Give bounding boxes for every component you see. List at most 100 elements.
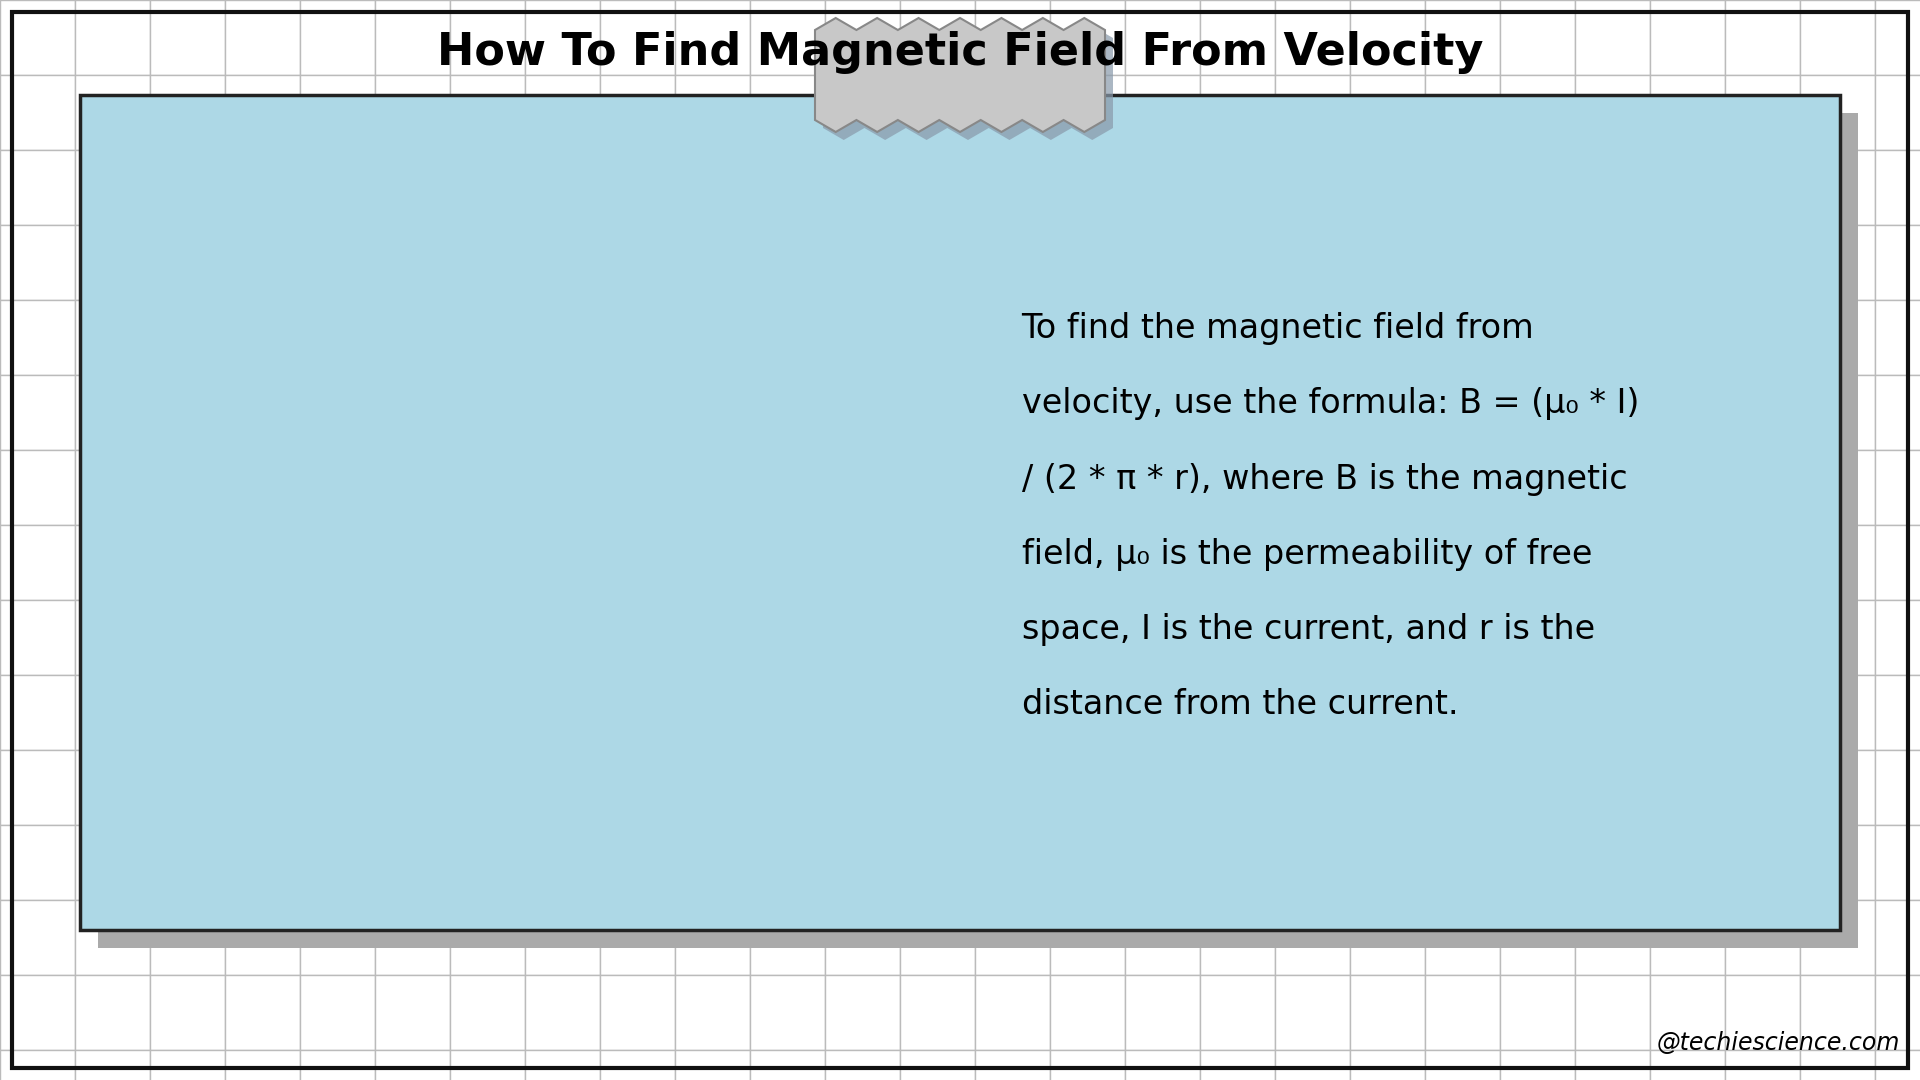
Bar: [1050, 525, 1125, 600]
Bar: [524, 375, 599, 450]
Text: field, μ₀ is the permeability of free: field, μ₀ is the permeability of free: [1021, 538, 1592, 570]
Bar: [1125, 0, 1200, 75]
Bar: [1425, 750, 1500, 825]
Bar: [524, 0, 599, 75]
Bar: [1500, 825, 1574, 900]
Bar: [1200, 450, 1275, 525]
Bar: [150, 375, 225, 450]
Bar: [826, 450, 900, 525]
Bar: [1500, 900, 1574, 975]
Bar: [1876, 150, 1920, 225]
Polygon shape: [814, 18, 1106, 132]
Bar: [75, 225, 150, 300]
Bar: [374, 675, 449, 750]
Bar: [1350, 450, 1425, 525]
Text: distance from the current.: distance from the current.: [1021, 688, 1457, 721]
Bar: [1801, 975, 1876, 1050]
Bar: [676, 75, 751, 150]
Bar: [1500, 975, 1574, 1050]
Bar: [1801, 600, 1876, 675]
Bar: [1500, 375, 1574, 450]
Bar: [900, 225, 975, 300]
Bar: [81, 95, 1839, 930]
Bar: [300, 900, 374, 975]
Bar: [1050, 150, 1125, 225]
Bar: [374, 975, 449, 1050]
Bar: [1200, 375, 1275, 450]
Bar: [0, 225, 75, 300]
Bar: [150, 1050, 225, 1080]
Bar: [1876, 75, 1920, 150]
Bar: [826, 825, 900, 900]
Bar: [1425, 375, 1500, 450]
Bar: [150, 75, 225, 150]
Bar: [1200, 825, 1275, 900]
Bar: [374, 0, 449, 75]
Bar: [75, 75, 150, 150]
Bar: [1574, 525, 1649, 600]
Bar: [1200, 225, 1275, 300]
Bar: [1275, 900, 1350, 975]
Bar: [300, 225, 374, 300]
Bar: [975, 300, 1050, 375]
Bar: [1200, 975, 1275, 1050]
Bar: [1801, 0, 1876, 75]
Bar: [374, 525, 449, 600]
Bar: [1350, 0, 1425, 75]
Bar: [676, 975, 751, 1050]
Bar: [1350, 525, 1425, 600]
Bar: [75, 0, 150, 75]
Bar: [0, 1050, 75, 1080]
Bar: [975, 450, 1050, 525]
Bar: [975, 675, 1050, 750]
Bar: [900, 75, 975, 150]
Bar: [449, 600, 524, 675]
Bar: [1724, 900, 1801, 975]
Bar: [374, 75, 449, 150]
Bar: [75, 300, 150, 375]
Bar: [0, 975, 75, 1050]
Bar: [1574, 450, 1649, 525]
Bar: [75, 750, 150, 825]
Bar: [1275, 525, 1350, 600]
Bar: [1050, 450, 1125, 525]
Bar: [1275, 450, 1350, 525]
Bar: [1500, 150, 1574, 225]
Bar: [300, 300, 374, 375]
Bar: [1724, 600, 1801, 675]
Bar: [1200, 600, 1275, 675]
Bar: [900, 0, 975, 75]
Bar: [676, 300, 751, 375]
Text: How To Find Magnetic Field From Velocity: How To Find Magnetic Field From Velocity: [438, 30, 1482, 73]
Bar: [524, 1050, 599, 1080]
Bar: [1050, 225, 1125, 300]
Bar: [524, 600, 599, 675]
Bar: [1200, 675, 1275, 750]
Bar: [1801, 450, 1876, 525]
Bar: [1876, 525, 1920, 600]
Bar: [900, 1050, 975, 1080]
Bar: [1350, 75, 1425, 150]
Bar: [676, 0, 751, 75]
Bar: [900, 300, 975, 375]
Bar: [1200, 75, 1275, 150]
Bar: [751, 450, 826, 525]
Bar: [150, 150, 225, 225]
Bar: [1876, 600, 1920, 675]
Bar: [1649, 75, 1724, 150]
Bar: [1801, 675, 1876, 750]
Bar: [751, 150, 826, 225]
Bar: [225, 525, 300, 600]
Bar: [599, 900, 676, 975]
Bar: [75, 600, 150, 675]
Bar: [0, 375, 75, 450]
Bar: [225, 450, 300, 525]
Bar: [599, 825, 676, 900]
Bar: [75, 675, 150, 750]
Bar: [374, 750, 449, 825]
Bar: [599, 300, 676, 375]
Bar: [751, 600, 826, 675]
Bar: [150, 0, 225, 75]
Bar: [900, 675, 975, 750]
Bar: [225, 675, 300, 750]
